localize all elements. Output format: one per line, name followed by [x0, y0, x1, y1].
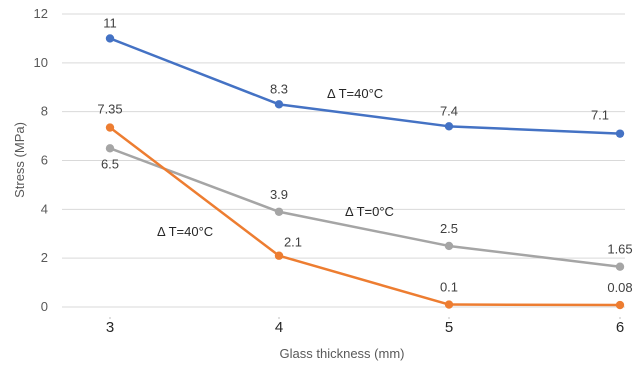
data-point-orange-5: [444, 300, 454, 309]
y-tick-labels: 0 2 4 6 8 10 12: [34, 6, 48, 314]
data-label-gray-3: 6.5: [101, 156, 119, 171]
y-tick-label-8: 8: [41, 104, 48, 119]
series-line-blue: [109, 37, 621, 135]
y-axis-title: Stress (MPa): [12, 122, 27, 198]
data-point-gray-6: [615, 262, 625, 271]
y-tick-label-10: 10: [34, 55, 48, 70]
x-axis-title: Glass thickness (mm): [280, 346, 405, 361]
data-point-gray-5: [444, 241, 454, 251]
data-label-gray-6: 1.65: [607, 242, 632, 257]
data-label-blue-3: 11: [103, 15, 117, 30]
annotation-orange-series: Δ T=40°C: [157, 224, 213, 239]
data-point-blue-3: [105, 34, 115, 43]
data-label-orange-6: 0.08: [607, 280, 632, 295]
series-line-gray: [109, 147, 621, 268]
data-label-blue-5: 7.4: [440, 103, 458, 118]
x-tick-label-4: 4: [275, 319, 283, 336]
annotation-blue-series: Δ T=40°C: [327, 86, 383, 101]
x-tick-label-6: 6: [616, 319, 624, 336]
series-lines: [105, 34, 625, 310]
data-labels: 11 8.3 7.4 7.1 6.5 3.9 2.5 1.65 7.35 2.1 0.1 0.08: [97, 15, 632, 295]
x-tick-label-3: 3: [106, 319, 114, 336]
data-point-orange-3: [105, 123, 115, 132]
y-tick-label-2: 2: [41, 250, 48, 265]
data-label-blue-6: 7.1: [591, 108, 609, 123]
y-tick-label-6: 6: [41, 153, 48, 168]
series-line-orange: [109, 126, 621, 307]
data-point-orange-4: [274, 251, 284, 260]
data-label-orange-4: 2.1: [284, 235, 302, 250]
data-point-blue-6: [615, 129, 625, 138]
data-point-orange-6: [615, 300, 625, 310]
data-label-gray-5: 2.5: [440, 221, 458, 236]
x-tick-label-5: 5: [445, 319, 453, 336]
annotation-gray-series: Δ T=0°C: [345, 204, 394, 219]
data-point-gray-3: [105, 144, 115, 153]
y-tick-label-4: 4: [41, 201, 48, 216]
y-tick-label-12: 12: [34, 6, 48, 21]
data-label-orange-3: 7.35: [97, 102, 122, 117]
data-point-blue-5: [444, 122, 454, 131]
y-tick-label-0: 0: [41, 299, 48, 314]
data-point-blue-4: [274, 100, 284, 109]
data-label-blue-4: 8.3: [270, 81, 288, 96]
x-tick-labels: 3 4 5 6: [106, 319, 624, 336]
data-label-orange-5: 0.1: [440, 280, 458, 295]
data-point-gray-4: [274, 207, 284, 216]
data-label-gray-4: 3.9: [270, 187, 288, 202]
